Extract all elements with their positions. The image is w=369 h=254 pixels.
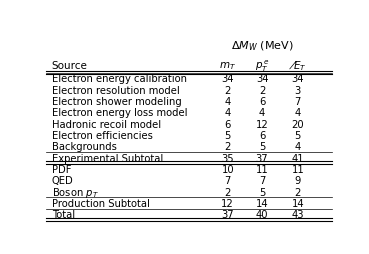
Text: Total: Total [52, 210, 75, 219]
Text: 4: 4 [295, 108, 301, 118]
Text: 4: 4 [259, 108, 265, 118]
Text: 9: 9 [294, 176, 301, 186]
Text: 5: 5 [294, 131, 301, 140]
Text: 41: 41 [292, 153, 304, 163]
Text: Hadronic recoil model: Hadronic recoil model [52, 119, 161, 129]
Text: 6: 6 [259, 131, 265, 140]
Text: Electron energy loss model: Electron energy loss model [52, 108, 187, 118]
Text: 35: 35 [221, 153, 234, 163]
Text: Electron energy calibration: Electron energy calibration [52, 74, 187, 84]
Text: 34: 34 [221, 74, 234, 84]
Text: $\Delta M_W$ (MeV): $\Delta M_W$ (MeV) [231, 39, 294, 53]
Text: 7: 7 [294, 97, 301, 107]
Text: 5: 5 [259, 142, 265, 152]
Text: 6: 6 [259, 97, 265, 107]
Text: $m_T$: $m_T$ [219, 60, 236, 71]
Text: 14: 14 [292, 198, 304, 208]
Text: 20: 20 [292, 119, 304, 129]
Text: 6: 6 [224, 119, 231, 129]
Text: 40: 40 [256, 210, 268, 219]
Text: 5: 5 [259, 187, 265, 197]
Text: 3: 3 [295, 85, 301, 96]
Text: Experimental Subtotal: Experimental Subtotal [52, 153, 163, 163]
Text: 7: 7 [224, 176, 231, 186]
Text: $p_T^{\,e}$: $p_T^{\,e}$ [255, 58, 269, 73]
Text: 10: 10 [221, 164, 234, 174]
Text: 7: 7 [259, 176, 265, 186]
Text: $\not\!\!E_T$: $\not\!\!E_T$ [289, 58, 307, 73]
Text: 11: 11 [256, 164, 268, 174]
Text: QED: QED [52, 176, 73, 186]
Text: Backgrounds: Backgrounds [52, 142, 117, 152]
Text: 43: 43 [292, 210, 304, 219]
Text: 2: 2 [224, 85, 231, 96]
Text: 11: 11 [292, 164, 304, 174]
Text: 4: 4 [295, 142, 301, 152]
Text: Production Subtotal: Production Subtotal [52, 198, 150, 208]
Text: 37: 37 [256, 153, 268, 163]
Text: 5: 5 [224, 131, 231, 140]
Text: 2: 2 [224, 142, 231, 152]
Text: Electron shower modeling: Electron shower modeling [52, 97, 182, 107]
Text: 12: 12 [221, 198, 234, 208]
Text: Source: Source [52, 61, 88, 71]
Text: 14: 14 [256, 198, 268, 208]
Text: 4: 4 [225, 97, 231, 107]
Text: 4: 4 [225, 108, 231, 118]
Text: 2: 2 [224, 187, 231, 197]
Text: 2: 2 [259, 85, 265, 96]
Text: 12: 12 [256, 119, 268, 129]
Text: PDF: PDF [52, 164, 71, 174]
Text: 34: 34 [256, 74, 268, 84]
Text: Boson $p_T$: Boson $p_T$ [52, 185, 99, 199]
Text: Electron efficiencies: Electron efficiencies [52, 131, 153, 140]
Text: 34: 34 [292, 74, 304, 84]
Text: Electron resolution model: Electron resolution model [52, 85, 180, 96]
Text: 2: 2 [294, 187, 301, 197]
Text: 37: 37 [221, 210, 234, 219]
